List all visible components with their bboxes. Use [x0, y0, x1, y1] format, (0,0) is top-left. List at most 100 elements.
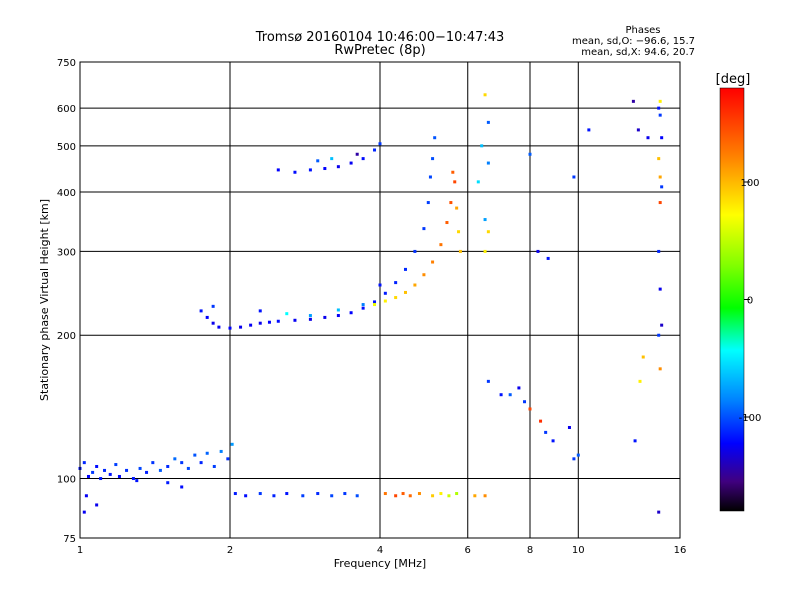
data-point — [428, 175, 432, 179]
data-point — [394, 281, 398, 285]
y-axis-ticks: 75 100 200 300 400 500 600 750 — [57, 58, 76, 545]
colorbar-ticks: 100 0 -100 — [739, 178, 762, 424]
data-point — [394, 494, 398, 498]
x-tick-label: 8 — [527, 545, 533, 556]
data-point — [658, 113, 662, 117]
data-point — [646, 136, 650, 140]
data-point — [658, 99, 662, 103]
data-point — [447, 494, 451, 498]
data-point — [431, 494, 435, 498]
x-tick-label: 10 — [572, 545, 585, 556]
data-point — [285, 312, 289, 316]
data-point — [95, 464, 99, 468]
data-point — [249, 323, 253, 327]
y-tick-label: 500 — [57, 142, 76, 153]
data-point — [330, 494, 334, 498]
data-point — [82, 461, 86, 465]
data-point — [230, 442, 234, 446]
x-tick-label: 1 — [77, 545, 83, 556]
data-point — [657, 106, 661, 110]
data-point — [378, 283, 382, 287]
data-point — [180, 461, 184, 465]
data-point — [408, 494, 412, 498]
data-point — [258, 309, 262, 313]
data-point — [373, 148, 377, 152]
data-point — [457, 230, 461, 234]
data-point — [572, 175, 576, 179]
data-point — [657, 249, 661, 253]
data-point — [455, 206, 459, 210]
y-tick-label: 600 — [57, 104, 76, 115]
y-tick-label: 300 — [57, 247, 76, 258]
data-point — [373, 303, 377, 307]
data-point — [486, 230, 490, 234]
y-axis-label: Stationary phase Virtual Height [km] — [38, 199, 51, 401]
data-point — [636, 128, 640, 132]
data-point — [205, 451, 209, 455]
data-point — [473, 494, 477, 498]
colorbar-label: [deg] — [716, 72, 751, 87]
data-point — [323, 315, 327, 319]
data-point — [199, 461, 203, 465]
data-point — [361, 306, 365, 310]
data-point — [293, 170, 297, 174]
data-point — [355, 152, 359, 156]
y-tick-label: 400 — [57, 188, 76, 199]
data-point — [483, 249, 487, 253]
y-tick-label: 750 — [57, 58, 76, 69]
data-point — [308, 314, 312, 318]
data-point — [431, 260, 435, 264]
data-point — [355, 494, 359, 498]
data-point — [439, 243, 443, 247]
data-point — [361, 303, 365, 307]
x-tick-label: 16 — [674, 545, 687, 556]
data-point — [186, 466, 190, 470]
x-tick-label: 4 — [377, 545, 383, 556]
data-point — [211, 304, 215, 308]
data-point — [199, 309, 203, 313]
data-point — [422, 273, 426, 277]
data-point — [486, 120, 490, 124]
data-point — [544, 430, 548, 434]
data-point — [258, 321, 262, 325]
data-point — [180, 485, 184, 489]
data-points — [78, 93, 664, 514]
data-point — [657, 157, 661, 161]
data-point — [349, 161, 353, 165]
data-point — [219, 449, 223, 453]
data-point — [517, 386, 521, 390]
data-point — [394, 296, 398, 300]
data-point — [528, 152, 532, 156]
data-point — [336, 308, 340, 312]
data-point — [658, 175, 662, 179]
data-point — [276, 319, 280, 323]
data-point — [99, 477, 103, 481]
data-point — [657, 510, 661, 514]
data-point — [361, 157, 365, 161]
data-point — [403, 267, 407, 271]
data-point — [445, 221, 449, 225]
data-point — [293, 318, 297, 322]
phases-heading: Phases — [625, 25, 660, 36]
data-point — [145, 470, 149, 474]
data-point — [638, 379, 642, 383]
data-point — [480, 144, 484, 148]
data-point — [135, 479, 139, 483]
data-point — [431, 157, 435, 161]
x-tick-label: 6 — [465, 545, 471, 556]
grid-lines — [80, 62, 680, 538]
data-point — [212, 464, 216, 468]
data-point — [378, 142, 382, 146]
data-point — [267, 320, 271, 324]
data-point — [483, 218, 487, 222]
data-point — [138, 466, 142, 470]
colorbar-tick-label: -100 — [739, 413, 762, 424]
data-point — [660, 185, 664, 189]
data-point — [455, 492, 459, 496]
data-point — [117, 474, 121, 478]
data-point — [657, 333, 661, 337]
data-point — [633, 439, 637, 443]
data-point — [343, 492, 347, 496]
data-point — [660, 323, 664, 327]
plot-frame — [79, 61, 681, 539]
